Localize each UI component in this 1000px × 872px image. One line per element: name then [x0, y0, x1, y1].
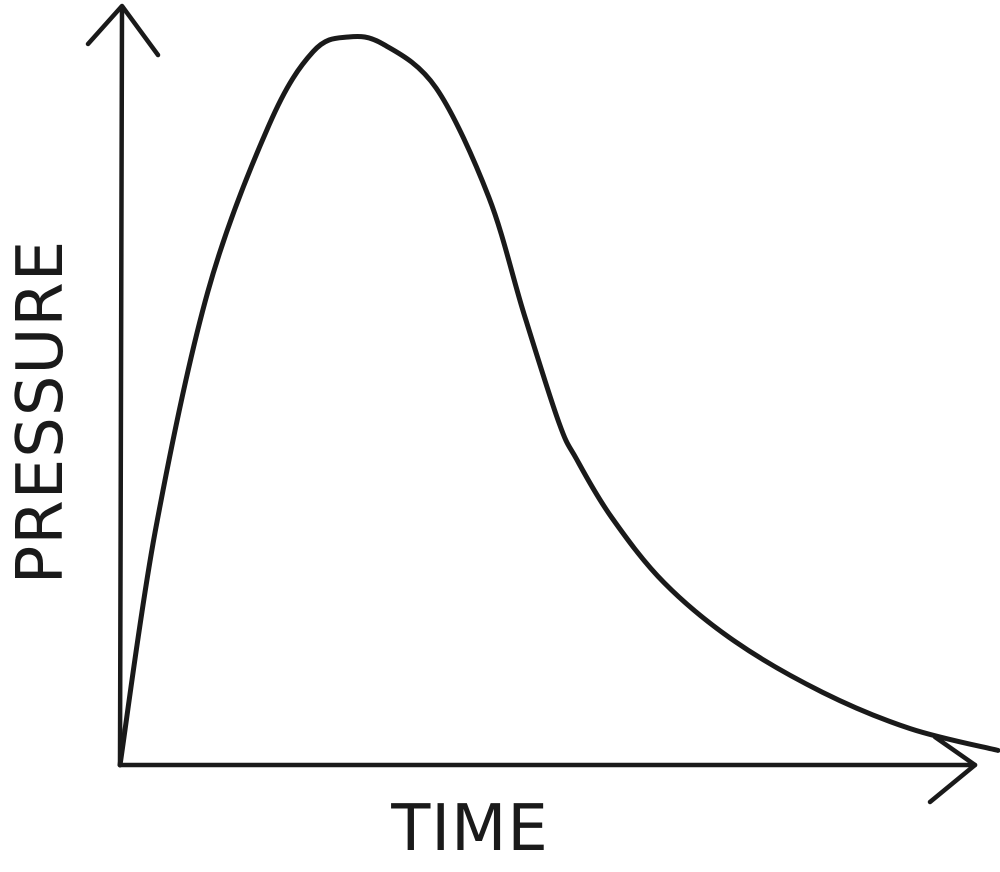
- y-axis-line: [117, 5, 125, 768]
- x-axis: [117, 734, 978, 805]
- y-axis: [85, 3, 161, 768]
- x-axis-label: TIME: [390, 792, 549, 866]
- series-line-pressure: [117, 33, 1000, 768]
- x-axis-arrowhead: [927, 734, 978, 805]
- y-axis-arrowhead: [85, 3, 161, 58]
- y-axis-label: PRESSURE: [4, 240, 78, 585]
